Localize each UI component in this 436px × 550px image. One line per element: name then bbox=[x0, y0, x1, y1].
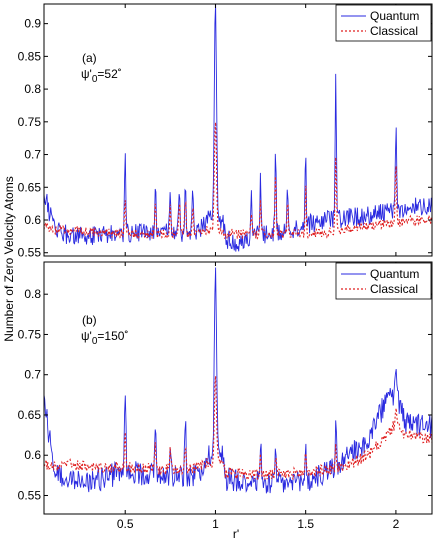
panel-b-ytick-label: 0.55 bbox=[18, 488, 42, 502]
panel-b-psi-annotation: ψ'0=150˚ bbox=[81, 329, 128, 347]
panel-b-ytick-label: 0.75 bbox=[18, 327, 42, 341]
panel-b-legend-box bbox=[335, 262, 432, 300]
panel-a-ytick-label: 0.9 bbox=[24, 17, 41, 31]
panel-a-ytick-label: 0.6 bbox=[24, 213, 41, 227]
panel-a-ytick-label: 0.75 bbox=[18, 115, 42, 129]
panel-b-psi-value: =150˚ bbox=[97, 329, 128, 343]
panel-b-xtick-label: 0.5 bbox=[117, 517, 134, 531]
panel-a-legend-classical: Classical bbox=[370, 24, 418, 38]
panel-a-psi: ψ' bbox=[81, 67, 92, 81]
panel-b-xtick-label: 1.5 bbox=[297, 517, 314, 531]
panel-b-legend-quantum: Quantum bbox=[370, 267, 419, 281]
panel-a-ticks: 0.55 0.6 0.65 0.7 0.75 0.8 0.85 0.9 bbox=[18, 4, 432, 260]
panel-b-ticks: 0.55 0.6 0.65 0.7 0.75 0.8 0.5 1 1.5 2 bbox=[18, 262, 432, 531]
panel-a-classical-line bbox=[43, 122, 433, 241]
panel-b-classical-line bbox=[43, 375, 433, 482]
panel-a-psi-annotation: ψ'0=52˚ bbox=[81, 67, 122, 85]
panel-b-psi: ψ' bbox=[81, 329, 92, 343]
panel-a-legend: Quantum Classical bbox=[335, 4, 432, 42]
panel-b-xtick-label: 1 bbox=[212, 517, 219, 531]
panel-a-legend-box bbox=[335, 4, 432, 42]
y-axis-label: Number of Zero Velocity Atoms bbox=[2, 176, 16, 341]
panel-a-ytick-label: 0.55 bbox=[18, 246, 42, 260]
panel-b-xtick-label: 2 bbox=[393, 517, 400, 531]
panel-b-ytick-label: 0.65 bbox=[18, 408, 42, 422]
panel-b-label: (b) bbox=[82, 313, 97, 327]
panel-b-quantum-line bbox=[43, 267, 433, 494]
panel-b-ytick-label: 0.7 bbox=[24, 368, 41, 382]
panel-b-psi-sub: 0 bbox=[92, 336, 98, 347]
x-axis-label: r' bbox=[233, 527, 239, 541]
panel-a-psi-value: =52˚ bbox=[97, 67, 121, 81]
panel-b: 0.55 0.6 0.65 0.7 0.75 0.8 0.5 1 1.5 2 (b) ψ'0=15… bbox=[18, 261, 433, 531]
panel-a-quantum-line bbox=[43, 3, 433, 252]
panel-a-psi-sub: 0 bbox=[92, 74, 98, 85]
panel-b-ytick-label: 0.6 bbox=[24, 448, 41, 462]
panel-b-ytick-label: 0.8 bbox=[24, 287, 41, 301]
panel-b-legend-classical: Classical bbox=[370, 282, 418, 296]
panel-a-label: (a) bbox=[82, 51, 97, 65]
panel-a-ytick-label: 0.65 bbox=[18, 180, 42, 194]
panel-a-axes-frame bbox=[43, 3, 433, 257]
panel-a-ytick-label: 0.8 bbox=[24, 82, 41, 96]
panel-a-legend-quantum: Quantum bbox=[370, 9, 419, 23]
panel-b-legend: Quantum Classical bbox=[335, 262, 432, 300]
panel-a-ytick-label: 0.85 bbox=[18, 49, 42, 63]
panel-a: 0.55 0.6 0.65 0.7 0.75 0.8 0.85 0.9 (a) ψ'0=52˚… bbox=[18, 3, 433, 260]
panel-b-axes-frame bbox=[43, 261, 433, 515]
panel-a-ytick-label: 0.7 bbox=[24, 148, 41, 162]
